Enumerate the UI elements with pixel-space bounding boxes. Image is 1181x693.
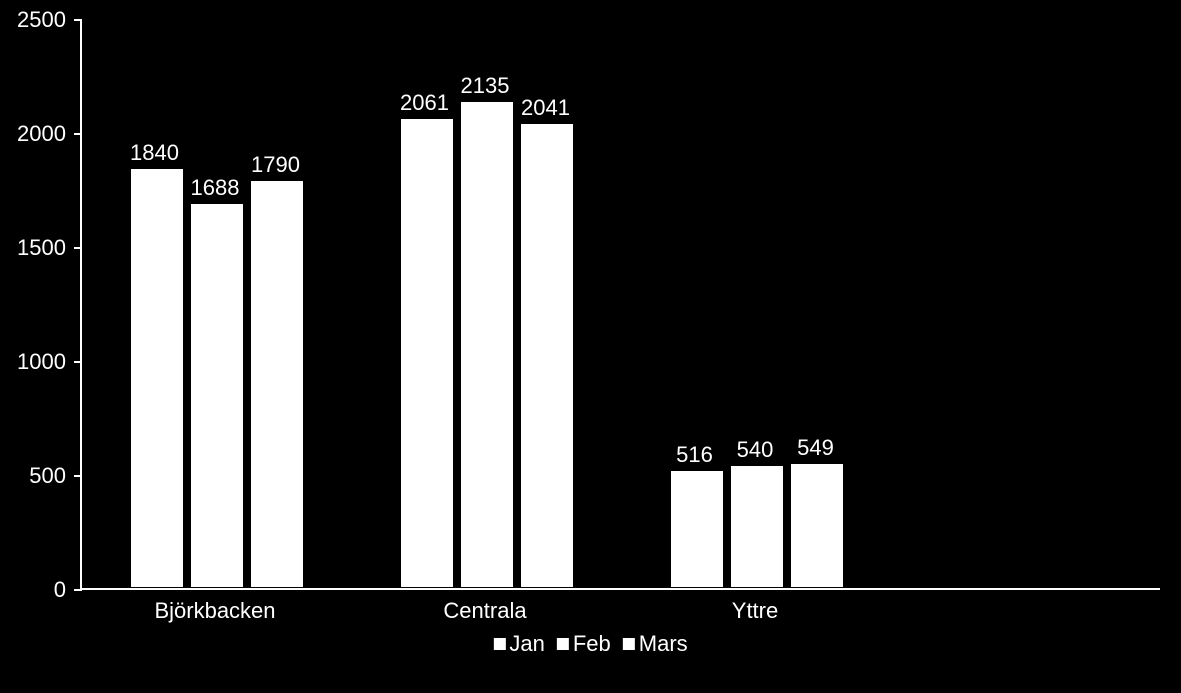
data-label: 2135 [461,73,510,99]
legend-item: Feb [557,630,611,657]
legend-label: Mars [639,631,688,657]
y-tick-label: 2000 [0,121,66,147]
data-label: 2061 [400,90,449,116]
bar [670,470,724,588]
x-category-label: Yttre [732,598,778,624]
legend-swatch [623,638,635,650]
x-category-label: Björkbacken [154,598,275,624]
legend-label: Jan [509,631,544,657]
legend-item: Mars [623,630,688,657]
data-label: 516 [676,442,713,468]
data-label: 549 [797,435,834,461]
data-label: 540 [737,437,774,463]
data-label: 1840 [130,140,179,166]
bar [730,465,784,588]
bar [790,463,844,588]
legend-item: Jan [493,630,544,657]
y-tick [74,361,82,363]
data-label: 1790 [251,152,300,178]
bar [250,180,304,588]
x-category-label: Centrala [443,598,526,624]
bar [190,203,244,588]
y-tick [74,475,82,477]
y-tick-label: 500 [0,463,66,489]
bar [460,101,514,588]
plot-area [80,20,1160,590]
bar [400,118,454,588]
bar-chart: Jan Feb Mars 0 500 1000 1500 2000 2500 1840 1688 1… [0,0,1181,693]
y-tick [74,589,82,591]
legend: Jan Feb Mars [487,630,693,657]
y-tick-label: 0 [0,577,66,603]
legend-label: Feb [573,631,611,657]
data-label: 1688 [191,175,240,201]
bar [130,168,184,588]
bar [520,123,574,588]
y-tick [74,247,82,249]
y-tick [74,19,82,21]
y-tick-label: 1500 [0,235,66,261]
y-tick-label: 1000 [0,349,66,375]
y-tick-label: 2500 [0,7,66,33]
data-label: 2041 [521,95,570,121]
legend-swatch [493,638,505,650]
legend-swatch [557,638,569,650]
y-tick [74,133,82,135]
